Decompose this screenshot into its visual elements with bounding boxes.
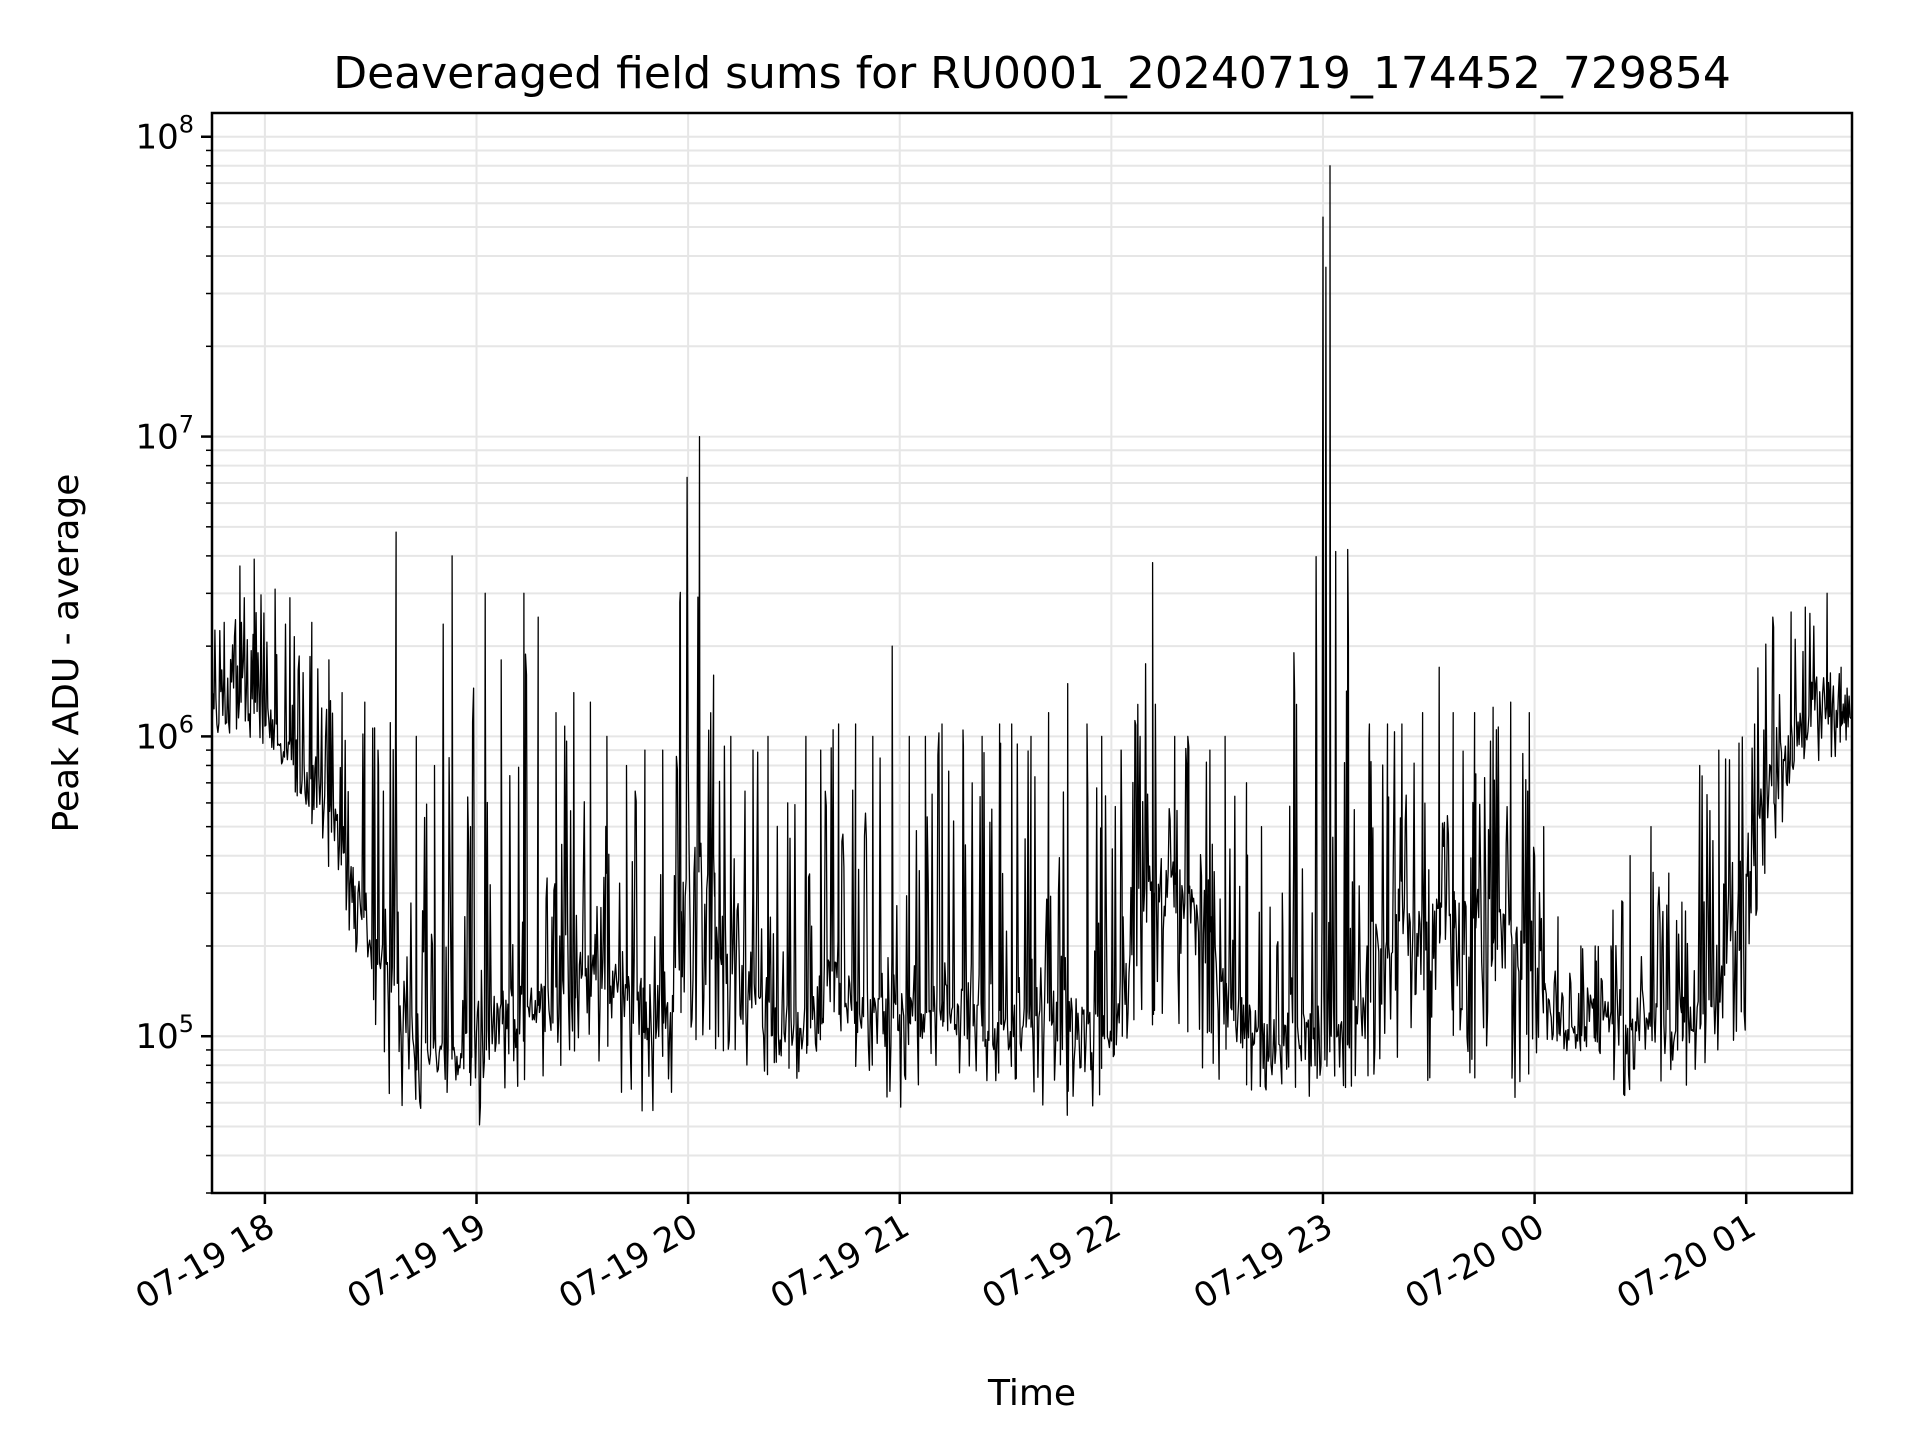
x-tick-label: 07-20 00 (1399, 1206, 1551, 1317)
chart-title: Deaveraged field sums for RU0001_2024071… (333, 48, 1731, 99)
x-tick-label: 07-19 19 (341, 1206, 493, 1317)
y-tick-label: 105 (135, 1010, 194, 1057)
y-tick-label: 107 (135, 411, 194, 458)
y-tick-label: 108 (135, 111, 194, 158)
y-axis: 105 106 107 108 (135, 111, 212, 1194)
series-line (211, 165, 1852, 1126)
x-tick-label: 07-20 01 (1610, 1206, 1762, 1317)
grid-layer (212, 113, 1852, 1194)
x-axis-label: Time (987, 1373, 1076, 1414)
x-tick-label: 07-19 21 (764, 1206, 916, 1317)
x-tick-label: 07-19 22 (975, 1206, 1127, 1317)
y-tick-label: 106 (135, 710, 194, 757)
x-axis: 07-19 18 07-19 19 07-19 20 07-19 21 07-19 22… (129, 1193, 1763, 1317)
plot-frame (210, 111, 1854, 1195)
x-tick-label: 07-19 18 (129, 1206, 281, 1317)
x-tick-label: 07-19 20 (552, 1206, 704, 1317)
x-tick-label: 07-19 23 (1187, 1206, 1339, 1317)
y-axis-label: Peak ADU - average (46, 474, 87, 833)
